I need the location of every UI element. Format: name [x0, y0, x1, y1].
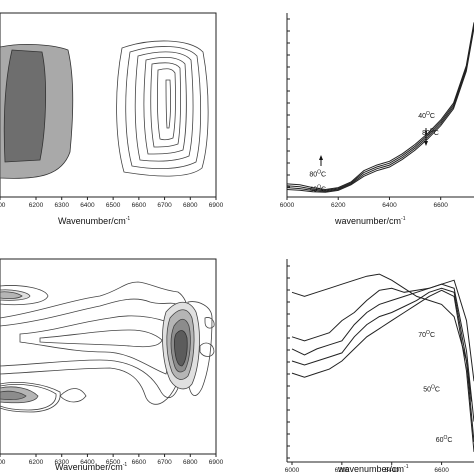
- series-line-2: [292, 284, 474, 421]
- x-tick-label: 100: [0, 202, 6, 209]
- x-tick-label: 6600: [132, 202, 147, 209]
- temperature-label: 70OC: [418, 330, 435, 339]
- annotations-bottom-right: 70OC 50OC 60OC: [418, 330, 452, 444]
- x-tick-label: 6200: [29, 202, 44, 209]
- series-line-0: [287, 22, 474, 189]
- contour-fill-inner: [4, 50, 45, 162]
- arrow-head-up: [319, 155, 323, 160]
- temperature-label: 40OC: [418, 111, 435, 120]
- x-tick-label: 6600: [132, 459, 147, 466]
- series-bottom-right: [292, 274, 474, 452]
- panel-bottom-left: 10062006300640065006600670068006900 Wave…: [0, 259, 224, 472]
- series-line-1: [287, 24, 474, 190]
- x-tick-label: 6200: [331, 202, 346, 209]
- arrow-head-down: [424, 141, 428, 146]
- x-axis-label-bottom-right: wavenumber/cm-1: [337, 464, 409, 474]
- x-axis-label-bottom-left: Wavenumber/cm-1: [55, 462, 127, 472]
- series-line-0: [292, 274, 472, 401]
- temperature-label: 50OC: [423, 384, 440, 393]
- x-tick-label: 6400: [382, 202, 397, 209]
- x-ticks-top-left: 100 6200 6300 6400 6500 6600 6700 6800 6900: [0, 197, 224, 209]
- x-axis-label-top-right: wavenumber/cm-1: [334, 216, 406, 226]
- x-tick-label: 6700: [157, 202, 172, 209]
- x-tick-label: 6500: [106, 202, 121, 209]
- x-tick-label: 6300: [54, 202, 69, 209]
- contour-lines-top-left: [117, 41, 209, 176]
- x-axis-label-top-left: Wavenumber/cm-1: [58, 216, 130, 226]
- temperature-label: 80OC: [309, 169, 326, 178]
- panel-top-left: 100 6200 6300 6400 6500 6600 6700 6800 6900 Wave…: [0, 13, 224, 226]
- series-line-4: [292, 290, 474, 452]
- x-tick-label: 6200: [29, 459, 44, 466]
- x-tick-label: 100: [0, 459, 6, 466]
- temperature-label: 60OC: [436, 435, 453, 444]
- series-line-2: [287, 26, 474, 191]
- x-tick-label: 6900: [209, 202, 224, 209]
- x-tick-label: 6600: [433, 202, 448, 209]
- series-line-1: [292, 280, 474, 381]
- x-tick-label: 6000: [280, 202, 295, 209]
- x-tick-label: 6700: [157, 459, 172, 466]
- series-top-right: [287, 22, 474, 192]
- x-tick-label: 6600: [434, 467, 449, 474]
- x-tick-label: 6900: [209, 459, 224, 466]
- x-tick-label: 6800: [183, 202, 198, 209]
- series-line-3: [292, 288, 474, 442]
- x-ticks-top-right: 6000 6200 6400 6600: [280, 197, 449, 209]
- x-tick-label: 6400: [80, 202, 95, 209]
- x-tick-label: 6800: [183, 459, 198, 466]
- x-tick-label: 6000: [285, 467, 300, 474]
